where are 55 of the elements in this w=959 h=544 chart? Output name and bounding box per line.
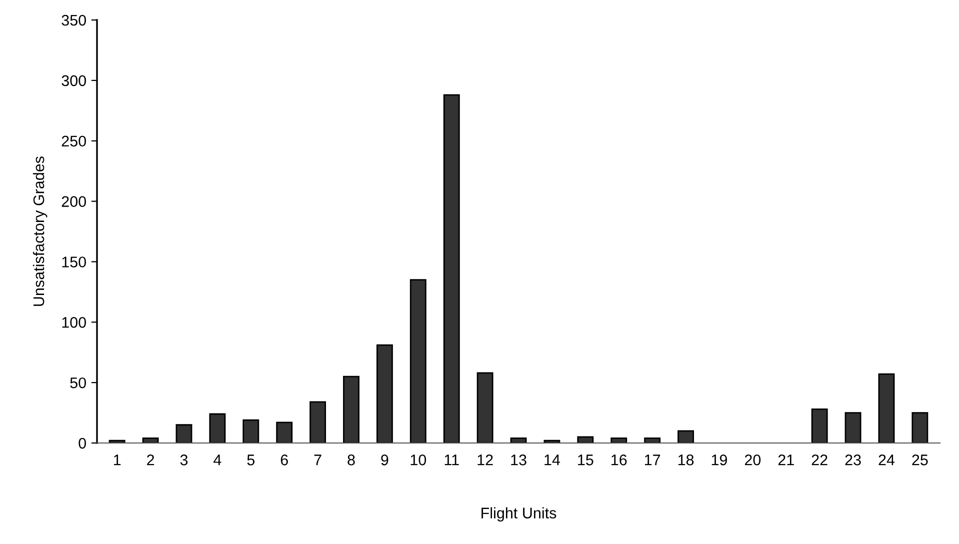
bar xyxy=(176,424,192,443)
x-tick-label: 18 xyxy=(678,454,694,466)
x-tick-label: 15 xyxy=(578,454,594,466)
x-tick-label: 7 xyxy=(314,454,322,466)
bar xyxy=(510,437,527,443)
x-tick-label: 19 xyxy=(712,454,727,466)
y-tick-label: 50 xyxy=(70,377,86,388)
bar xyxy=(878,373,895,443)
bar xyxy=(376,344,393,443)
y-tick-label: 300 xyxy=(62,75,86,86)
y-tick-label: 150 xyxy=(62,256,86,268)
bar xyxy=(610,437,628,443)
y-tick-label: 0 xyxy=(78,438,86,449)
y-axis-title: Unsatisfactory Grades xyxy=(32,156,48,306)
x-tick-label: 10 xyxy=(410,454,426,466)
bar xyxy=(912,412,928,443)
y-tick-label: 100 xyxy=(62,317,86,328)
x-tick-label: 13 xyxy=(511,454,526,466)
x-tick-label: 24 xyxy=(878,454,895,466)
x-tick-label: 22 xyxy=(812,454,828,466)
x-tick-label: 5 xyxy=(247,454,254,466)
x-tick-label: 6 xyxy=(280,454,288,466)
x-axis-title: Flight Units xyxy=(482,507,556,522)
y-tick-label: 350 xyxy=(62,14,86,26)
x-tick-label: 23 xyxy=(845,454,861,466)
x-tick-label: 20 xyxy=(744,454,761,466)
x-tick-label: 21 xyxy=(778,454,794,466)
bar xyxy=(410,279,426,443)
y-tick-label: 250 xyxy=(62,136,86,147)
x-tick-label: 16 xyxy=(612,454,627,466)
x-tick-label: 1 xyxy=(114,454,121,466)
x-tick-label: 9 xyxy=(381,454,388,466)
x-tick-label: 14 xyxy=(544,454,560,466)
bar xyxy=(644,437,661,443)
bar xyxy=(443,94,460,443)
bar xyxy=(678,430,694,443)
x-tick-label: 11 xyxy=(444,454,459,466)
x-tick-label: 2 xyxy=(147,454,154,466)
bar xyxy=(209,413,226,443)
bar xyxy=(811,408,828,443)
x-tick-label: 4 xyxy=(214,454,222,466)
bar xyxy=(310,401,326,443)
bar xyxy=(844,412,862,443)
bar xyxy=(242,419,260,443)
x-tick-label: 17 xyxy=(644,454,660,466)
x-tick-label: 25 xyxy=(912,454,928,466)
bar xyxy=(476,372,494,443)
x-tick-label: 8 xyxy=(348,454,355,466)
bar xyxy=(577,436,594,443)
bar xyxy=(142,437,159,443)
x-tick-label: 3 xyxy=(180,454,188,466)
y-tick-label: 200 xyxy=(62,196,86,207)
bar xyxy=(276,422,293,443)
bar xyxy=(343,376,360,443)
x-tick-label: 12 xyxy=(478,454,493,466)
